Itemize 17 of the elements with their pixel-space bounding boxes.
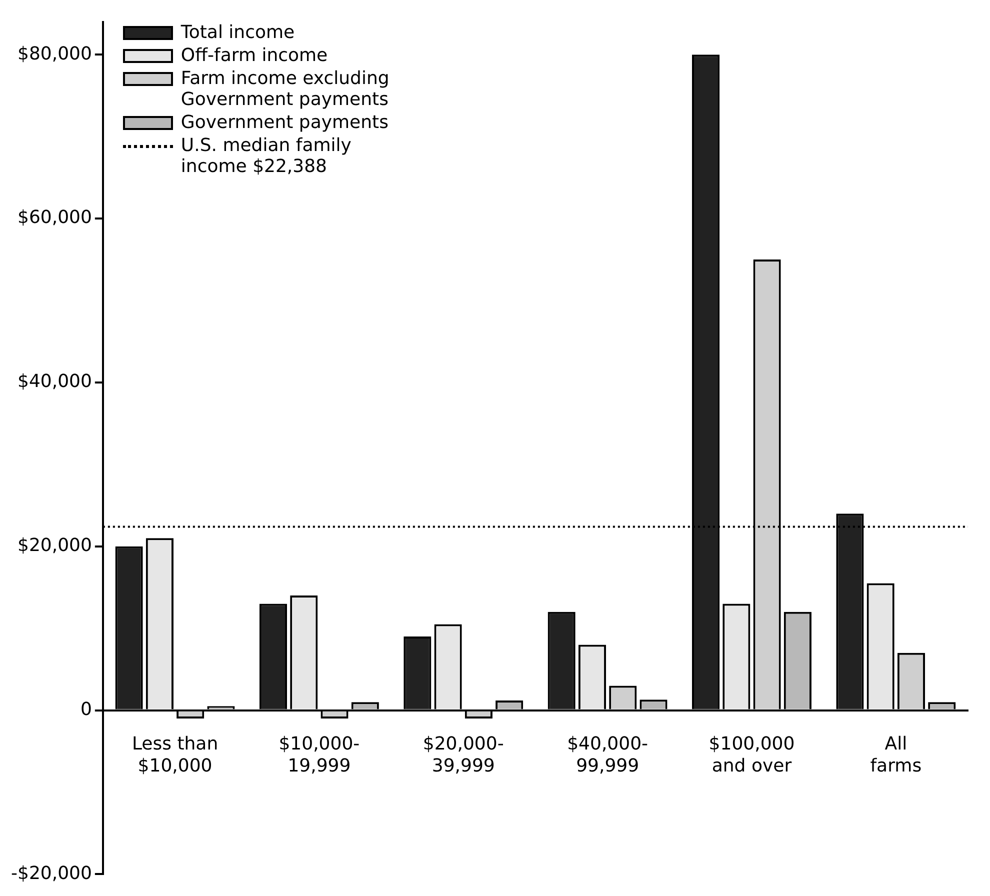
x-tick-label: $100,000 and over <box>708 734 795 776</box>
x-tick-label: $20,000- 39,999 <box>422 734 504 776</box>
legend-label: U.S. median family income $22,388 <box>180 134 352 177</box>
x-tick-label: Less than $10,000 <box>132 734 218 776</box>
y-tick-label: $40,000 <box>17 371 92 392</box>
legend-label: Farm income excluding Government payments <box>180 68 390 110</box>
y-tick-label: -$20,000 <box>10 862 92 884</box>
legend-label: Government payments <box>180 112 390 133</box>
y-tick-label: 0 <box>80 698 92 720</box>
legend-label: Total income <box>180 22 296 43</box>
y-tick-label: $20,000 <box>17 535 92 556</box>
x-tick-label: $10,000- 19,999 <box>278 734 360 776</box>
x-tick-label: $40,000- 99,999 <box>567 734 648 776</box>
y-tick-label: $80,000 <box>17 43 92 64</box>
x-tick-label: All farms <box>870 734 922 776</box>
y-tick-label: $60,000 <box>17 207 92 228</box>
legend-label: Off-farm income <box>180 44 329 66</box>
